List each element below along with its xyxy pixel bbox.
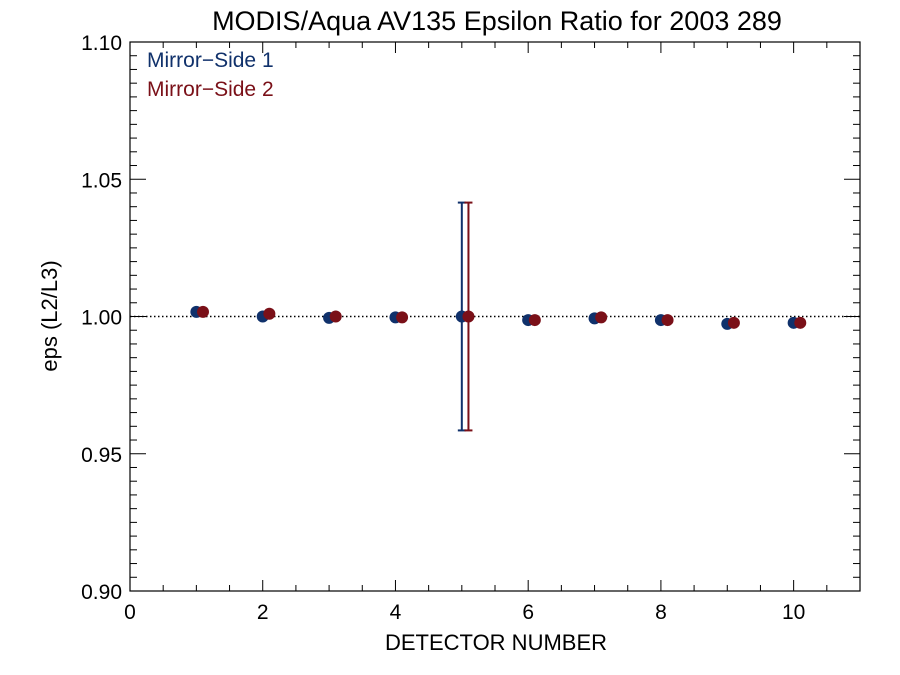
legend-entry-mirror-side-2: Mirror−Side 2 xyxy=(147,78,274,101)
y-tick-label: 0.95 xyxy=(81,444,122,467)
data-point-series-2 xyxy=(329,310,342,323)
x-axis-label: DETECTOR NUMBER xyxy=(385,630,607,655)
data-point-series-2 xyxy=(528,314,541,327)
data-point-series-2 xyxy=(462,310,475,323)
x-tick-label: 4 xyxy=(390,601,402,624)
y-tick-label: 1.00 xyxy=(81,307,122,330)
x-tick-label: 0 xyxy=(124,601,136,624)
data-point-series-2 xyxy=(396,311,409,324)
legend: Mirror−Side 1 Mirror−Side 2 xyxy=(147,49,274,101)
data-points xyxy=(190,305,807,330)
y-tick-label: 0.90 xyxy=(81,581,122,604)
chart-title: MODIS/Aqua AV135 Epsilon Ratio for 2003 … xyxy=(212,6,782,36)
data-point-series-2 xyxy=(595,311,608,324)
x-tick-label: 8 xyxy=(655,601,667,624)
x-tick-label: 6 xyxy=(522,601,534,624)
axis-ticks: 0 2 4 6 8 10 0.90 0.95 1.00 1.05 1.10 xyxy=(81,32,861,624)
data-point-series-2 xyxy=(197,305,209,318)
x-tick-label: 10 xyxy=(782,601,805,624)
data-point-series-2 xyxy=(794,316,807,329)
y-tick-label: 1.10 xyxy=(81,32,122,55)
x-tick-label: 2 xyxy=(257,601,269,624)
y-axis-label: eps (L2/L3) xyxy=(37,260,62,371)
data-point-series-2 xyxy=(727,316,740,329)
data-point-series-2 xyxy=(661,314,674,327)
y-tick-label: 1.05 xyxy=(81,169,122,192)
data-point-series-2 xyxy=(263,307,276,320)
legend-entry-mirror-side-1: Mirror−Side 1 xyxy=(147,49,274,72)
